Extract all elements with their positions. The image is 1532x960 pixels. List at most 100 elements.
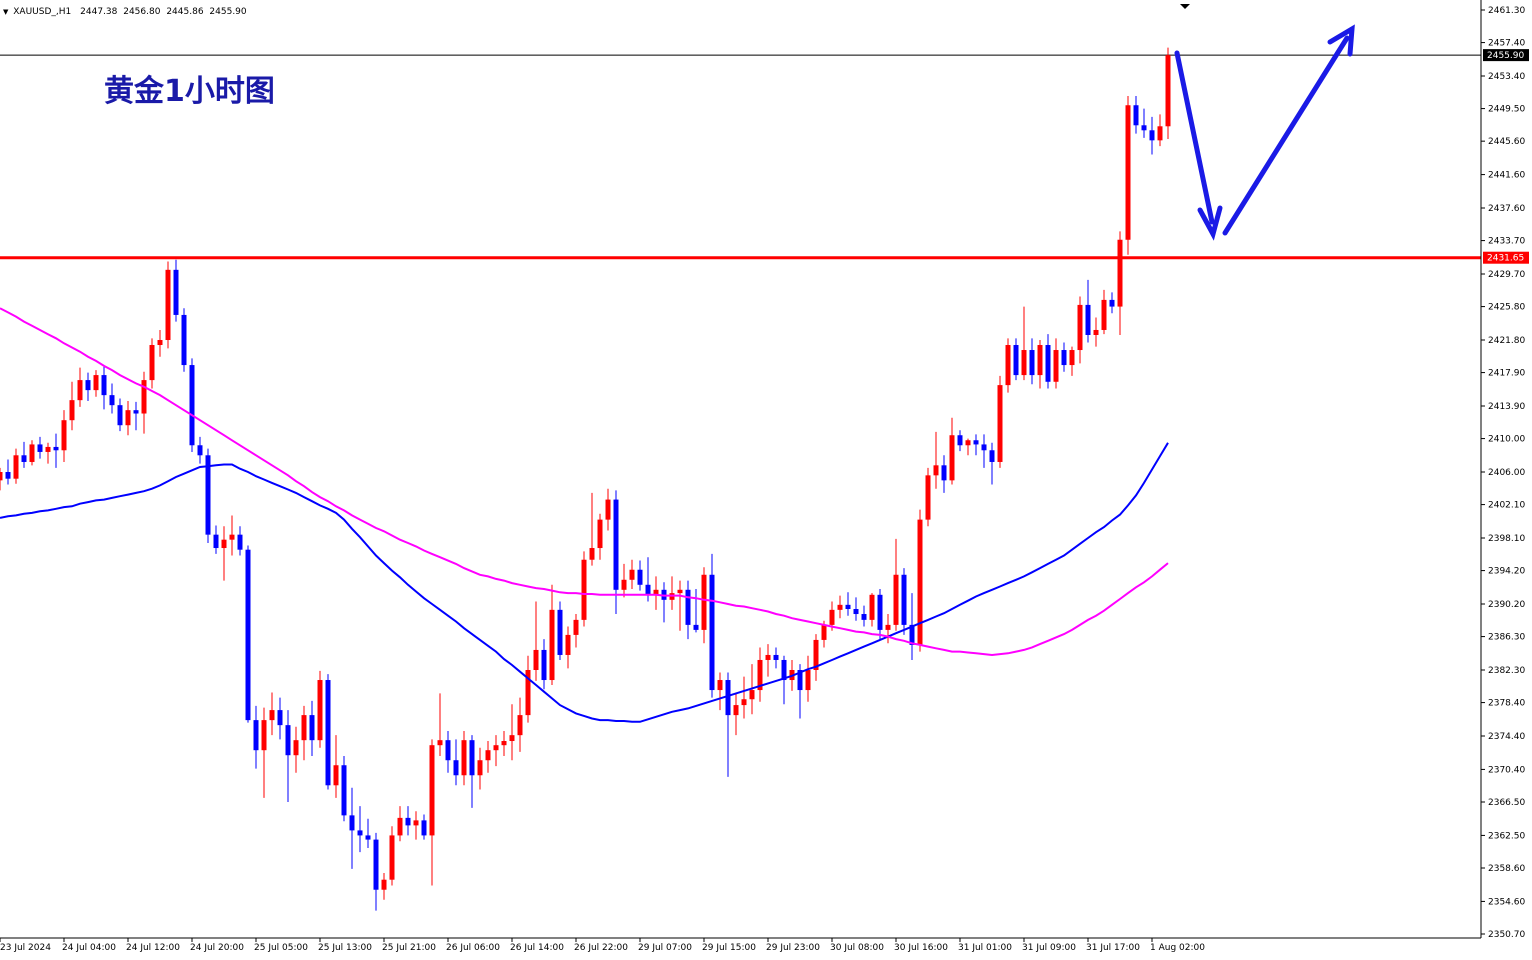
x-tick-label: 26 Jul 06:00: [446, 943, 500, 953]
candle-body: [605, 499, 611, 520]
y-tick-label: 2394.20: [1488, 567, 1525, 577]
x-tick-label: 24 Jul 04:00: [62, 943, 116, 953]
y-tick-label: 2354.60: [1488, 897, 1525, 907]
candle-body: [885, 624, 891, 630]
candle-body: [261, 720, 267, 751]
y-tick-label: 2390.20: [1488, 600, 1525, 610]
y-tick-label: 2374.40: [1488, 732, 1525, 742]
candle-body: [277, 710, 283, 726]
candle-body: [21, 455, 27, 462]
y-tick-label: 2358.60: [1488, 864, 1525, 874]
candle-body: [1149, 130, 1155, 141]
candle-body: [397, 817, 403, 836]
candle-body: [773, 654, 779, 660]
candle-body: [805, 670, 811, 691]
candle-body: [301, 715, 307, 741]
x-tick-label: 26 Jul 22:00: [574, 943, 628, 953]
candle-body: [1045, 345, 1051, 382]
candle-body: [1029, 350, 1035, 376]
candle-body: [477, 760, 483, 776]
candle-body: [85, 380, 91, 391]
candle-body: [989, 450, 995, 462]
arrow-up-head: [1327, 24, 1355, 57]
candle-body: [189, 365, 195, 446]
candle-body: [709, 574, 715, 691]
candle-body: [445, 740, 451, 761]
candle-body: [1125, 105, 1131, 240]
candle-body: [1117, 239, 1123, 307]
candle-body: [949, 435, 955, 481]
x-tick-label: 31 Jul 01:00: [958, 943, 1012, 953]
header-icon: ▼: [3, 8, 9, 16]
price-line-box: [1483, 49, 1529, 62]
candle-body: [581, 559, 587, 620]
candle-body: [541, 649, 547, 681]
candle-body: [493, 745, 499, 751]
candle-body: [813, 639, 819, 670]
candle-body: [237, 534, 243, 550]
x-tick-label: 25 Jul 21:00: [382, 943, 436, 953]
candle-body: [1165, 55, 1171, 127]
candle-body: [677, 589, 683, 594]
forecast-arrows: [1174, 24, 1355, 241]
candle-body: [341, 765, 347, 816]
x-tick-label: 29 Jul 15:00: [702, 943, 756, 953]
x-tick-label: 30 Jul 16:00: [894, 943, 948, 953]
candle-body: [285, 725, 291, 756]
arrow-down: [1174, 50, 1215, 225]
candle-body: [149, 345, 155, 381]
y-tick-label: 2421.80: [1488, 336, 1525, 346]
y-tick-label: 2406.00: [1488, 468, 1525, 478]
candle-body: [125, 410, 131, 426]
moving-average-line: [0, 442, 1169, 723]
ohlc-close: 2455.90: [209, 7, 246, 17]
candle-body: [557, 609, 563, 655]
y-tick-label: 2449.50: [1488, 105, 1525, 115]
y-tick-label: 2410.00: [1488, 435, 1525, 445]
candle-body: [333, 765, 339, 786]
candle-body: [5, 472, 11, 479]
candle-body: [549, 609, 555, 681]
candle-body: [469, 740, 475, 776]
y-tick-label: 2386.30: [1488, 633, 1525, 643]
candle-body: [701, 574, 707, 630]
candle-body: [1085, 304, 1091, 335]
candle-body: [693, 624, 699, 630]
x-tick-label: 25 Jul 05:00: [254, 943, 308, 953]
candle-body: [725, 680, 731, 716]
shift-marker: [1180, 4, 1190, 9]
x-tick-label: 31 Jul 09:00: [1022, 943, 1076, 953]
candle-body: [309, 715, 315, 741]
candle-body: [0, 472, 3, 481]
y-tick-label: 2382.30: [1488, 666, 1525, 676]
candle-body: [13, 455, 19, 479]
candle-body: [901, 574, 907, 625]
candle-body: [965, 440, 971, 446]
candle-body: [173, 269, 179, 315]
candle-body: [653, 589, 659, 595]
candle-body: [381, 879, 387, 890]
candle-body: [389, 835, 395, 880]
candle-body: [893, 574, 899, 625]
x-tick-label: 29 Jul 23:00: [766, 943, 820, 953]
candle-body: [349, 815, 355, 831]
y-tick-label: 2429.70: [1488, 270, 1525, 280]
candle-body: [197, 445, 203, 456]
y-tick-label: 2402.10: [1488, 501, 1525, 511]
candle-body: [317, 680, 323, 741]
candle-body: [37, 444, 43, 452]
candle-body: [141, 380, 147, 414]
candle-body: [869, 594, 875, 620]
candle-body: [293, 740, 299, 756]
x-tick-label: 24 Jul 20:00: [190, 943, 244, 953]
y-tick-label: 2461.30: [1488, 6, 1525, 16]
y-tick-label: 2441.60: [1488, 171, 1525, 181]
candle-body: [501, 741, 507, 746]
candle-body: [45, 446, 51, 452]
candle-body: [957, 435, 963, 446]
symbol: XAUUSD_,H1: [13, 7, 71, 17]
candle-body: [565, 634, 571, 655]
candle-body: [941, 465, 947, 481]
y-tick-label: 2398.10: [1488, 534, 1525, 544]
